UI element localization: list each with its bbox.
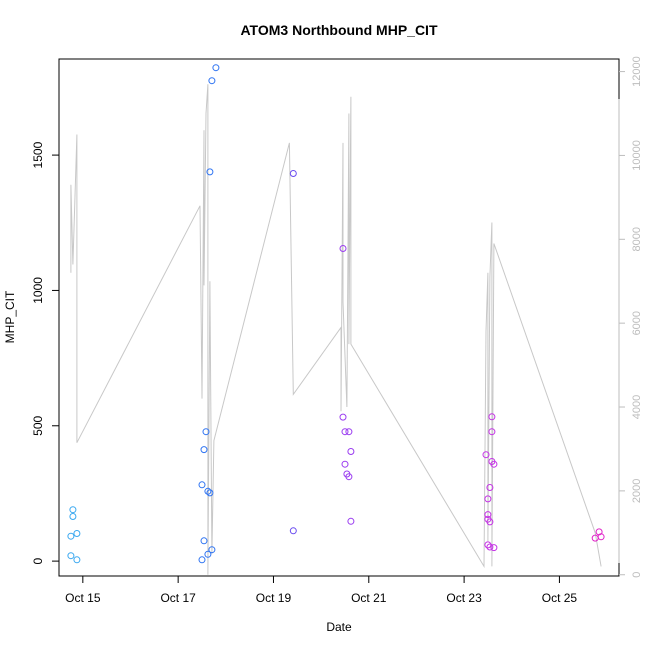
data-point xyxy=(206,168,214,176)
x-tick-label: Oct 23 xyxy=(446,591,482,605)
y2-tick-label: 10000 xyxy=(631,140,643,171)
x-tick-label: Oct 25 xyxy=(542,591,578,605)
data-point xyxy=(347,517,355,525)
data-point xyxy=(591,534,599,542)
y-axis: 0 500 1000 1500 xyxy=(31,141,60,564)
data-point xyxy=(347,448,355,455)
data-point xyxy=(341,460,349,468)
x-axis-label: Date xyxy=(326,620,352,634)
data-point xyxy=(482,451,490,459)
y2-tick-label: 12000 xyxy=(631,56,643,87)
series-line xyxy=(70,84,602,575)
x-axis: Oct 15 Oct 17 Oct 19 Oct 21 Oct 23 Oct 25 xyxy=(65,575,578,605)
y-axis-label: MHP_CIT xyxy=(3,290,17,343)
y2-tick-label: 6000 xyxy=(631,311,643,335)
data-point xyxy=(69,506,77,514)
data-point xyxy=(289,170,297,177)
data-point xyxy=(208,77,216,85)
data-point xyxy=(484,541,492,549)
data-point xyxy=(69,513,77,520)
y2-tick-label: 0 xyxy=(631,572,643,578)
data-point xyxy=(202,428,210,436)
x-tick-label: Oct 19 xyxy=(256,591,292,605)
y-tick-label: 1000 xyxy=(31,277,45,304)
data-point xyxy=(208,546,216,554)
x-tick-label: Oct 21 xyxy=(351,591,387,605)
data-point xyxy=(488,428,496,436)
data-point xyxy=(204,550,212,558)
chart-title: ATOM3 Northbound MHP_CIT xyxy=(240,22,437,38)
data-point xyxy=(67,532,75,540)
data-point xyxy=(206,489,214,497)
y-tick-label: 500 xyxy=(31,415,45,435)
data-point xyxy=(486,518,494,526)
data-point xyxy=(345,473,353,481)
y-tick-label: 1500 xyxy=(31,141,45,168)
data-point xyxy=(200,537,208,545)
x-tick-label: Oct 15 xyxy=(65,591,101,605)
data-point xyxy=(484,511,492,519)
data-point xyxy=(490,544,498,552)
plot-area-frame xyxy=(58,58,620,577)
data-point xyxy=(345,428,353,436)
right-axis-series-line xyxy=(70,84,602,575)
y2-tick-label: 4000 xyxy=(631,395,643,419)
data-point xyxy=(339,245,347,252)
y-tick-label: 0 xyxy=(31,557,45,564)
data-point xyxy=(490,460,498,468)
data-point xyxy=(67,552,75,560)
data-point xyxy=(341,428,349,436)
y2-tick-label: 2000 xyxy=(631,479,643,503)
data-point xyxy=(289,527,297,535)
data-point xyxy=(198,556,206,564)
data-point xyxy=(73,556,81,564)
data-point xyxy=(488,413,496,421)
y2-tick-label: 8000 xyxy=(631,227,643,251)
data-point xyxy=(486,543,494,551)
y2-axis: 0 2000 4000 6000 8000 10000 12000 xyxy=(618,56,643,578)
data-point xyxy=(198,481,206,489)
data-point xyxy=(339,413,347,421)
data-point xyxy=(212,64,220,72)
x-tick-label: Oct 17 xyxy=(160,591,196,605)
data-point xyxy=(73,530,81,537)
data-point xyxy=(484,495,492,503)
data-point xyxy=(200,446,208,454)
data-points xyxy=(67,64,605,564)
data-point xyxy=(486,484,494,491)
data-point xyxy=(204,487,212,495)
